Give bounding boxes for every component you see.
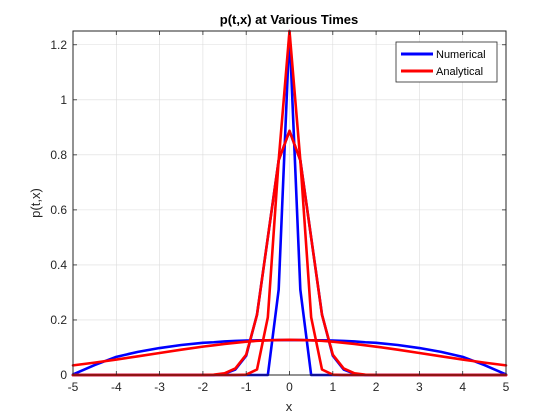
y-tick-label: 0.6	[50, 203, 67, 217]
chart-title: p(t,x) at Various Times	[220, 12, 358, 27]
x-axis-label: x	[286, 399, 293, 414]
y-tick-label: 0.4	[50, 258, 67, 272]
x-tick-label: 5	[503, 380, 510, 394]
x-tick-label: -1	[241, 380, 252, 394]
tick-marks	[72, 31, 507, 376]
y-tick-labels: 0 0.2 0.4 0.6 0.8 1 1.2	[50, 38, 67, 382]
x-tick-label: 0	[286, 380, 293, 394]
legend-box	[395, 41, 498, 83]
y-tick-label: 0	[60, 368, 67, 382]
y-tick-label: 1.2	[50, 38, 67, 52]
series-line-analytical-3	[71, 338, 508, 367]
x-tick-label: 1	[329, 380, 336, 394]
x-tick-label: 4	[459, 380, 466, 394]
legend-label-numerical: Numerical	[436, 49, 486, 61]
legend: Numerical Analytical	[395, 41, 498, 83]
x-tick-label: 2	[373, 380, 380, 394]
x-tick-labels: -5 -4 -3 -2 -1 0 1 2 3 4 5	[68, 380, 510, 394]
x-tick-label: -4	[111, 380, 122, 394]
x-tick-label: -5	[68, 380, 79, 394]
y-tick-label: 1	[60, 93, 67, 107]
x-tick-label: -3	[154, 380, 165, 394]
x-tick-label: -2	[198, 380, 209, 394]
legend-label-analytical: Analytical	[436, 66, 483, 78]
x-tick-label: 3	[416, 380, 423, 394]
y-tick-label: 0.8	[50, 148, 67, 162]
y-axis-label: p(t,x)	[28, 188, 43, 218]
y-tick-label: 0.2	[50, 313, 67, 327]
